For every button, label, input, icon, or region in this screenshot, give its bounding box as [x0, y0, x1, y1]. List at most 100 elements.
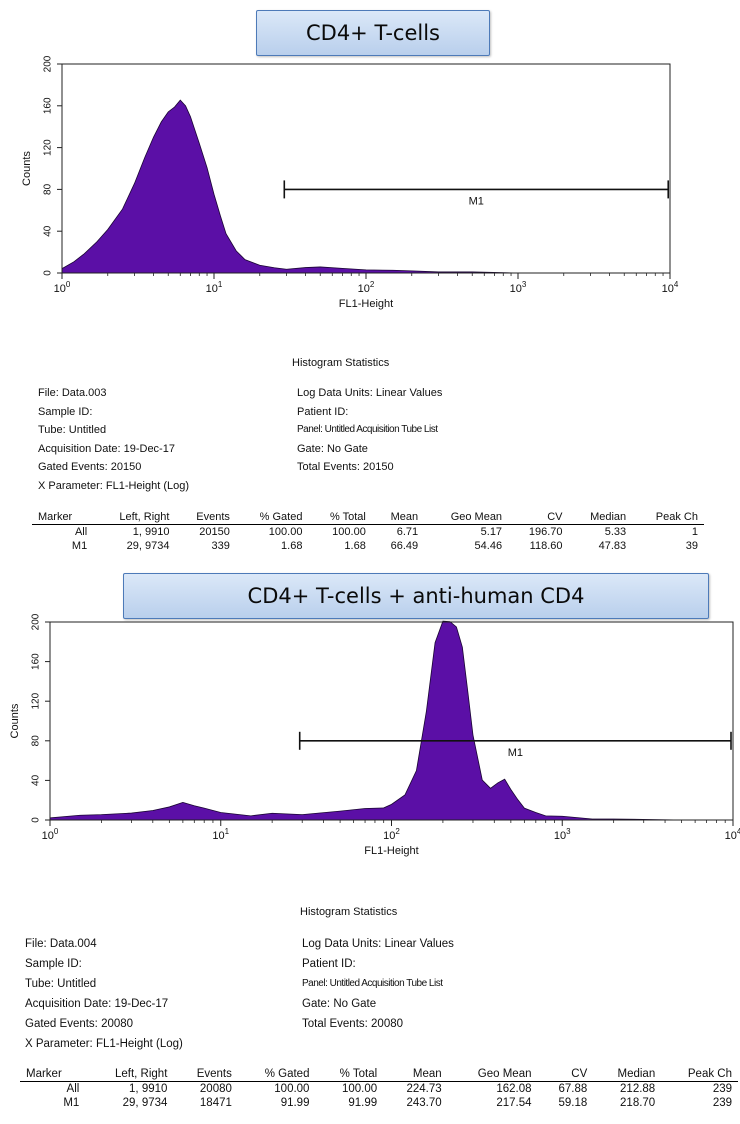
cell: 100.00 [341, 1083, 378, 1095]
y-tick-label: 80 [43, 183, 54, 195]
meta-patient-id: Patient ID: [297, 405, 349, 418]
meta-tube: Tube: Untitled [38, 424, 107, 437]
cell: 18471 [199, 1097, 232, 1109]
x-tick-label: 103 [510, 280, 527, 295]
cell: 47.83 [598, 540, 627, 552]
stats-header-row: Marker Left, Right Events % Gated % Tota… [20, 1068, 738, 1082]
cell: 67.88 [558, 1083, 588, 1095]
col-gated: % Gated [237, 1068, 316, 1082]
meta-total-events: Total Events: 20080 [302, 1018, 404, 1030]
col-left-right: Left, Right [93, 511, 176, 525]
y-tick-label: 80 [31, 735, 42, 747]
cell: 239 [712, 1083, 732, 1095]
stats-header-row: Marker Left, Right Events % Gated % Tota… [32, 511, 704, 525]
cell: 1, 9910 [129, 1083, 168, 1095]
meta-total-events: Total Events: 20150 [297, 461, 394, 474]
meta-panel: Panel: Untitled Acquisition Tube List [297, 424, 438, 436]
y-tick-label: 200 [43, 55, 54, 72]
col-mean: Mean [371, 511, 425, 525]
cell: 100.00 [268, 526, 303, 538]
x-tick-label: 103 [554, 827, 571, 842]
col-median: Median [568, 511, 633, 525]
y-tick-label: 0 [31, 817, 42, 823]
col-total: % Total [315, 1068, 384, 1082]
col-events: Events [173, 1068, 238, 1082]
x-tick-label: 102 [358, 280, 375, 295]
meta-gated-events: Gated Events: 20150 [38, 461, 142, 474]
y-tick-label: 120 [43, 139, 54, 156]
col-geo-mean: Geo Mean [447, 1068, 538, 1082]
cell: All [66, 1083, 80, 1095]
y-tick-label: 40 [43, 225, 54, 237]
y-tick-label: 120 [31, 692, 42, 709]
col-peak-ch: Peak Ch [661, 1068, 738, 1082]
histogram-chart-1: 0 40 80 120 160 200 100 101 102 103 104 FL1-Height C… [21, 55, 679, 310]
histogram-area [49, 620, 733, 821]
meta-left-2: File: Data.004 Sample ID: Tube: Untitled… [25, 934, 183, 1054]
meta-file: File: Data.003 [38, 387, 107, 399]
y-axis-title: Counts [9, 703, 21, 738]
cell: 1.68 [281, 540, 303, 552]
cell: 100.00 [274, 1083, 310, 1095]
marker-m1-label: M1 [469, 195, 484, 207]
col-left-right: Left, Right [85, 1068, 174, 1082]
meta-panel: Panel: Untitled Acquisition Tube List [302, 978, 443, 989]
meta-x-parameter: X Parameter: FL1-Height (Log) [38, 479, 190, 492]
cell: 20150 [199, 526, 230, 538]
meta-gate: Gate: No Gate [302, 998, 377, 1010]
cell: 29, 9734 [126, 540, 170, 552]
x-tick-label: 102 [383, 827, 400, 842]
x-tick-label: 104 [662, 280, 679, 295]
cell: 1, 9910 [132, 526, 170, 538]
plot-frame [49, 621, 734, 821]
panel1-title-banner: CD4+ T-cells [256, 10, 490, 56]
col-marker: Marker [32, 511, 94, 525]
histogram-area [61, 99, 670, 274]
meta-gate: Gate: No Gate [297, 442, 368, 455]
x-tick-label: 100 [42, 827, 59, 842]
table-row: All 1, 9910 20150 100.00 100.00 6.71 5.1… [32, 525, 704, 540]
table-row: M1 29, 9734 339 1.68 1.68 66.49 54.46 11… [32, 539, 704, 553]
cell: 6.71 [396, 526, 419, 538]
y-tick-label: 160 [43, 97, 54, 114]
cell: 91.99 [280, 1097, 310, 1109]
col-gated: % Gated [235, 511, 309, 525]
meta-right-1: Log Data Units: Linear Values Patient ID… [297, 384, 442, 477]
col-mean: Mean [383, 1068, 448, 1082]
meta-left-1: File: Data.003 Sample ID: Tube: Untitled… [38, 384, 189, 496]
cell: 20080 [199, 1083, 232, 1095]
cell: 196.70 [528, 526, 563, 538]
stats-table-2: Marker Left, Right Events % Gated % Tota… [20, 1068, 738, 1110]
meta-patient-id: Patient ID: [302, 958, 356, 970]
col-total: % Total [308, 511, 372, 525]
cell: 212.88 [620, 1083, 656, 1095]
y-tick-label: 200 [31, 613, 42, 630]
meta-acquisition-date: Acquisition Date: 19-Dec-17 [25, 998, 169, 1010]
panel2-title-banner: CD4+ T-cells + anti-human CD4 [123, 573, 709, 619]
col-cv: CV [537, 1068, 594, 1082]
y-tick-label: 0 [43, 270, 54, 276]
y-tick-label: 160 [31, 653, 42, 670]
stats-table-1: Marker Left, Right Events % Gated % Tota… [32, 511, 704, 553]
col-cv: CV [508, 511, 569, 525]
cell: 5.33 [604, 526, 627, 538]
cell: 243.70 [406, 1097, 442, 1109]
x-tick-label: 101 [212, 827, 229, 842]
histogram-statistics-title-2: Histogram Statistics [300, 906, 398, 918]
cell: 217.54 [496, 1097, 532, 1109]
meta-sample-id: Sample ID: [38, 405, 93, 418]
cell: 118.60 [529, 540, 563, 552]
x-axis-title: FL1-Height [364, 845, 418, 857]
meta-right-2: Log Data Units: Linear Values Patient ID… [302, 934, 454, 1034]
table-row: All 1, 9910 20080 100.00 100.00 224.73 1… [20, 1082, 738, 1097]
meta-acquisition-date: Acquisition Date: 19-Dec-17 [38, 442, 175, 455]
col-median: Median [593, 1068, 662, 1082]
cell: 59.18 [558, 1097, 588, 1109]
cell: 218.70 [620, 1097, 656, 1109]
cell: 224.73 [406, 1083, 442, 1095]
cell: M1 [71, 540, 88, 552]
x-tick-label: 100 [54, 280, 71, 295]
cell: 91.99 [348, 1097, 378, 1109]
panel2-title: CD4+ T-cells + anti-human CD4 [247, 584, 585, 608]
x-axis-title: FL1-Height [339, 298, 393, 310]
